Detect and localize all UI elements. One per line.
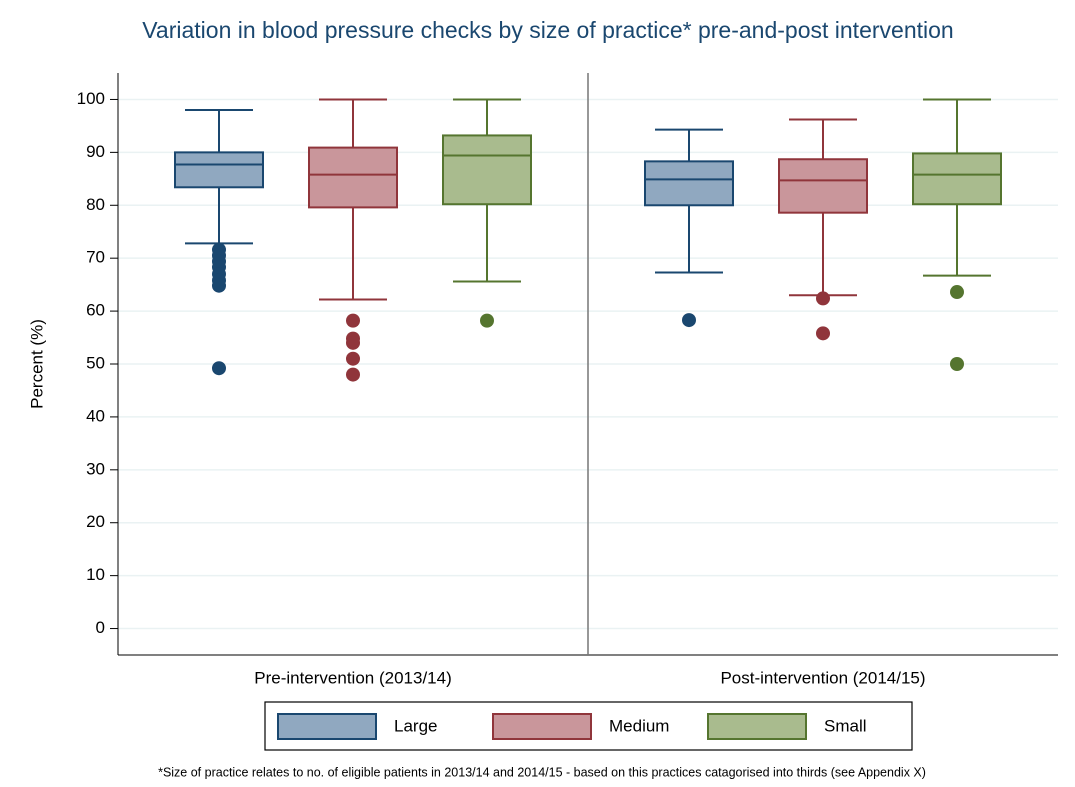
y-tick-label: 80 [86, 195, 105, 214]
y-tick-label: 100 [77, 89, 105, 108]
footnote: *Size of practice relates to no. of elig… [158, 765, 926, 779]
y-axis-label: Percent (%) [27, 319, 46, 409]
outlier [346, 313, 360, 328]
outlier [346, 351, 360, 366]
y-tick-label: 40 [86, 406, 105, 425]
outlier [682, 313, 696, 328]
box [308, 146, 398, 209]
legend-label: Small [824, 716, 867, 735]
y-tick-label: 10 [86, 565, 105, 584]
x-tick-label: Post-intervention (2014/15) [720, 668, 925, 687]
box [912, 152, 1002, 206]
outlier [212, 278, 226, 293]
legend-swatch [492, 713, 592, 740]
y-tick-label: 90 [86, 142, 105, 161]
outlier [950, 285, 964, 300]
legend-label: Medium [609, 716, 669, 735]
legend-swatch [707, 713, 807, 740]
outlier [816, 326, 830, 341]
box [174, 151, 264, 189]
x-tick-label: Pre-intervention (2013/14) [254, 668, 452, 687]
box [644, 160, 734, 207]
y-tick-label: 30 [86, 459, 105, 478]
outlier [816, 291, 830, 306]
outlier [346, 335, 360, 350]
y-tick-label: 20 [86, 512, 105, 531]
legend-label: Large [394, 716, 437, 735]
y-tick-label: 60 [86, 301, 105, 320]
y-tick-label: 70 [86, 248, 105, 267]
outlier [480, 313, 494, 328]
legend-swatch [277, 713, 377, 740]
box [778, 158, 868, 214]
y-tick-label: 0 [96, 618, 105, 637]
box [442, 134, 532, 206]
outlier [346, 367, 360, 382]
y-tick-label: 50 [86, 353, 105, 372]
outlier [212, 361, 226, 376]
chart-title: Variation in blood pressure checks by si… [142, 17, 953, 43]
outlier [950, 357, 964, 371]
